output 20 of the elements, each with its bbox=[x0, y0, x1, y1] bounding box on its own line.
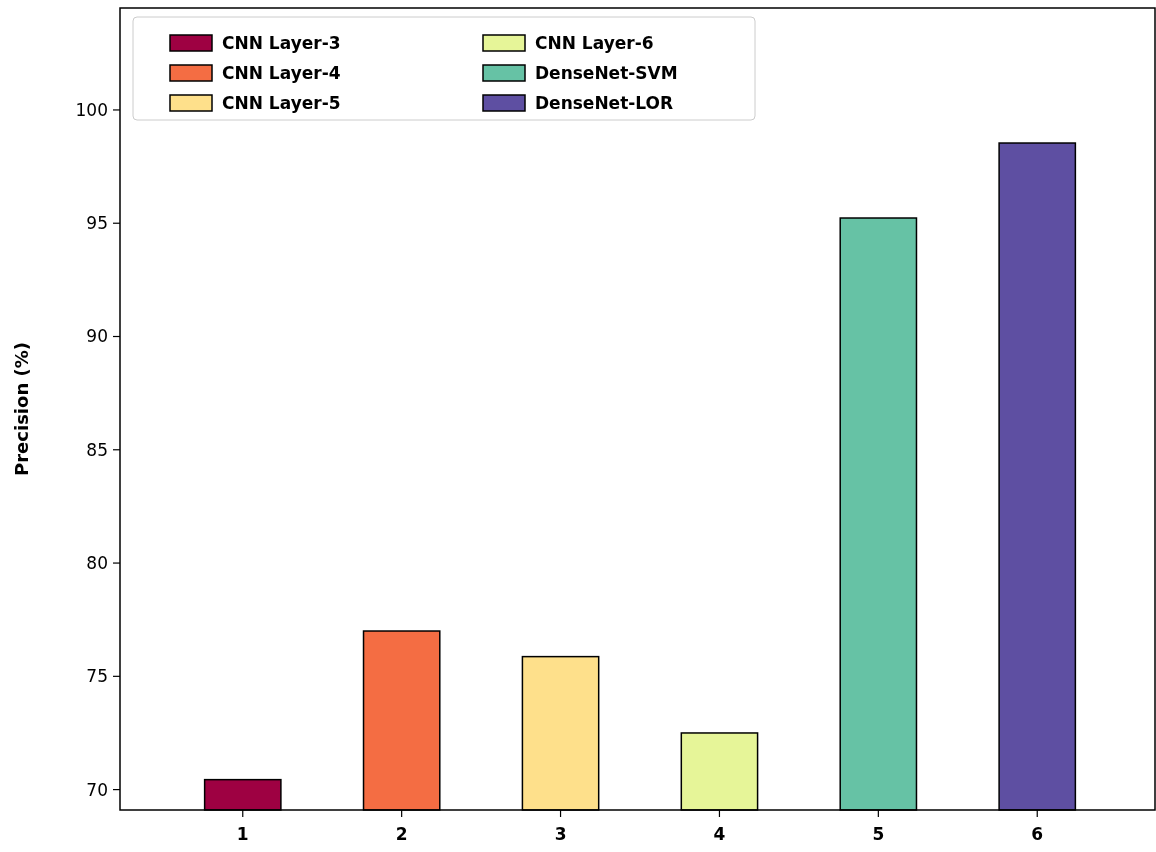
legend-label: CNN Layer-3 bbox=[222, 32, 341, 53]
legend-label: DenseNet-LOR bbox=[535, 92, 674, 113]
x-tick-label: 1 bbox=[236, 824, 249, 844]
y-tick-label: 85 bbox=[86, 439, 108, 460]
x-tick-label: 3 bbox=[554, 824, 567, 844]
x-tick-label: 5 bbox=[872, 824, 885, 844]
y-tick-label: 75 bbox=[86, 666, 108, 687]
x-tick-label: 6 bbox=[1031, 824, 1044, 844]
y-tick-label: 100 bbox=[75, 99, 108, 120]
legend-label: CNN Layer-5 bbox=[222, 92, 341, 113]
y-axis-title: Precision (%) bbox=[11, 342, 32, 476]
y-tick-label: 95 bbox=[86, 213, 108, 234]
legend-label: CNN Layer-4 bbox=[222, 62, 341, 83]
x-tick-label: 2 bbox=[395, 824, 408, 844]
x-tick-label: 4 bbox=[713, 824, 726, 844]
y-tick-label: 90 bbox=[86, 326, 108, 347]
y-tick-label: 70 bbox=[86, 779, 108, 800]
legend-label: CNN Layer-6 bbox=[535, 32, 654, 53]
legend-label: DenseNet-SVM bbox=[535, 62, 678, 83]
y-tick-label: 80 bbox=[86, 553, 108, 574]
